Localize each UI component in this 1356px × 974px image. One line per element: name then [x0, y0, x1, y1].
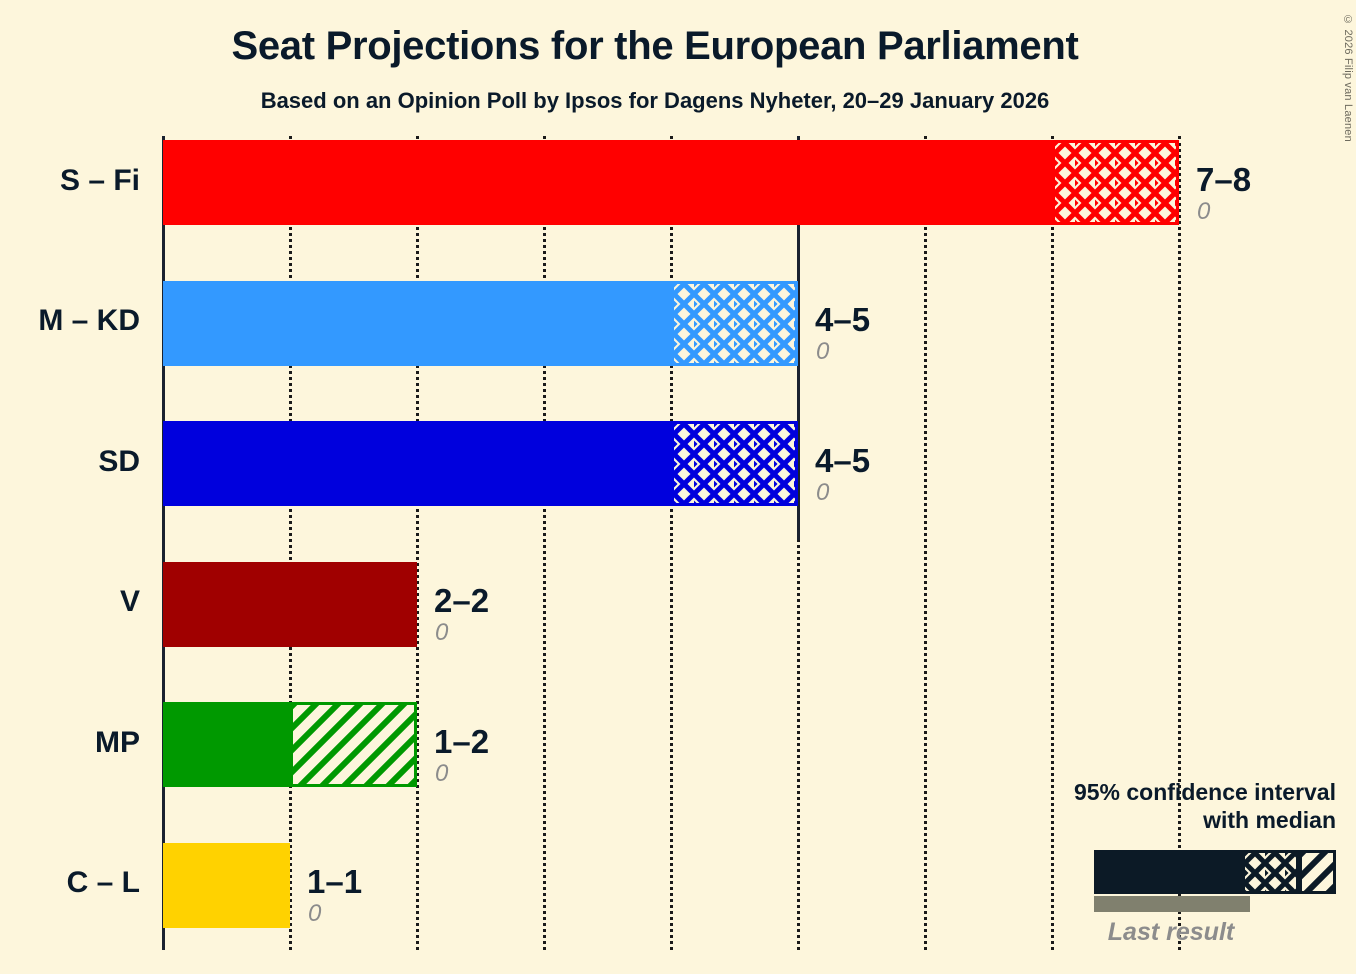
party-label: MP: [95, 725, 140, 759]
bar-median-segment: [163, 140, 1052, 225]
bar-row: S – Fi 7–8 0: [0, 140, 1356, 225]
legend-diagonal-segment: [1299, 850, 1336, 894]
bar-row: MP 1–2 0: [0, 702, 1356, 787]
party-label: S – Fi: [59, 163, 140, 197]
seat-range-label: 2–2: [434, 582, 490, 619]
last-result-value: 0: [435, 619, 449, 646]
legend-title-line1: 95% confidence interval: [1073, 779, 1336, 805]
legend: 95% confidence interval with median Last…: [1006, 778, 1336, 946]
bar-confidence-segment: [1052, 140, 1179, 225]
bar-confidence-segment: [671, 280, 798, 366]
legend-title-line2: with median: [1203, 807, 1336, 834]
bar-row: V 2–2 0: [0, 561, 1356, 647]
legend-last-result-label: Last result: [1107, 918, 1235, 946]
party-label: SD: [98, 444, 140, 478]
last-result-value: 0: [1197, 197, 1211, 225]
gridline-1: [289, 136, 292, 950]
seat-range-label: 1–2: [434, 722, 490, 760]
chart-subtitle: Based on an Opinion Poll by Ipsos for Da…: [260, 88, 1050, 113]
seat-range-label: 4–5: [815, 441, 871, 479]
gridline-4: [670, 136, 673, 950]
party-label: V: [119, 585, 140, 618]
legend-sample-bar: [1094, 850, 1336, 894]
bar-row: M – KD 4–5 0: [0, 280, 1356, 366]
legend-median-segment: [1094, 850, 1242, 894]
last-result-value: 0: [816, 338, 830, 365]
party-label: M – KD: [38, 304, 140, 337]
seat-range-label: 1–1: [307, 863, 363, 900]
legend-lattice-segment: [1242, 850, 1299, 894]
bar-row: C – L 1–1 0: [0, 842, 1356, 928]
gridline-2: [416, 136, 419, 950]
copyright-notice: © 2026 Filip van Laenen: [1342, 14, 1354, 142]
bar-confidence-segment: [671, 421, 798, 506]
last-result-value: 0: [308, 900, 322, 927]
bar-median-segment: [163, 421, 671, 506]
bar-median-segment: [163, 702, 290, 787]
last-result-value: 0: [435, 759, 449, 787]
gridline-8: [1178, 136, 1181, 950]
bar-median-segment: [163, 561, 417, 647]
gridline-5: [797, 136, 800, 950]
bar-confidence-segment: [290, 702, 417, 787]
seat-range-label: 4–5: [815, 301, 871, 338]
seat-range-label: 7–8: [1196, 160, 1252, 198]
gridline-7: [1051, 136, 1054, 950]
bar-median-segment: [163, 842, 290, 928]
axis-line-zero: [162, 136, 165, 950]
bar-row: SD 4–5 0: [0, 421, 1356, 506]
reference-line-5: [797, 136, 800, 540]
bar-median-segment: [163, 280, 671, 366]
last-result-value: 0: [816, 478, 830, 506]
page-title: Seat Projections for the European Parlia…: [231, 24, 1079, 68]
legend-last-result-bar: [1094, 896, 1250, 912]
gridline-3: [543, 136, 546, 950]
gridline-6: [924, 136, 927, 950]
party-label: C – L: [66, 866, 140, 899]
